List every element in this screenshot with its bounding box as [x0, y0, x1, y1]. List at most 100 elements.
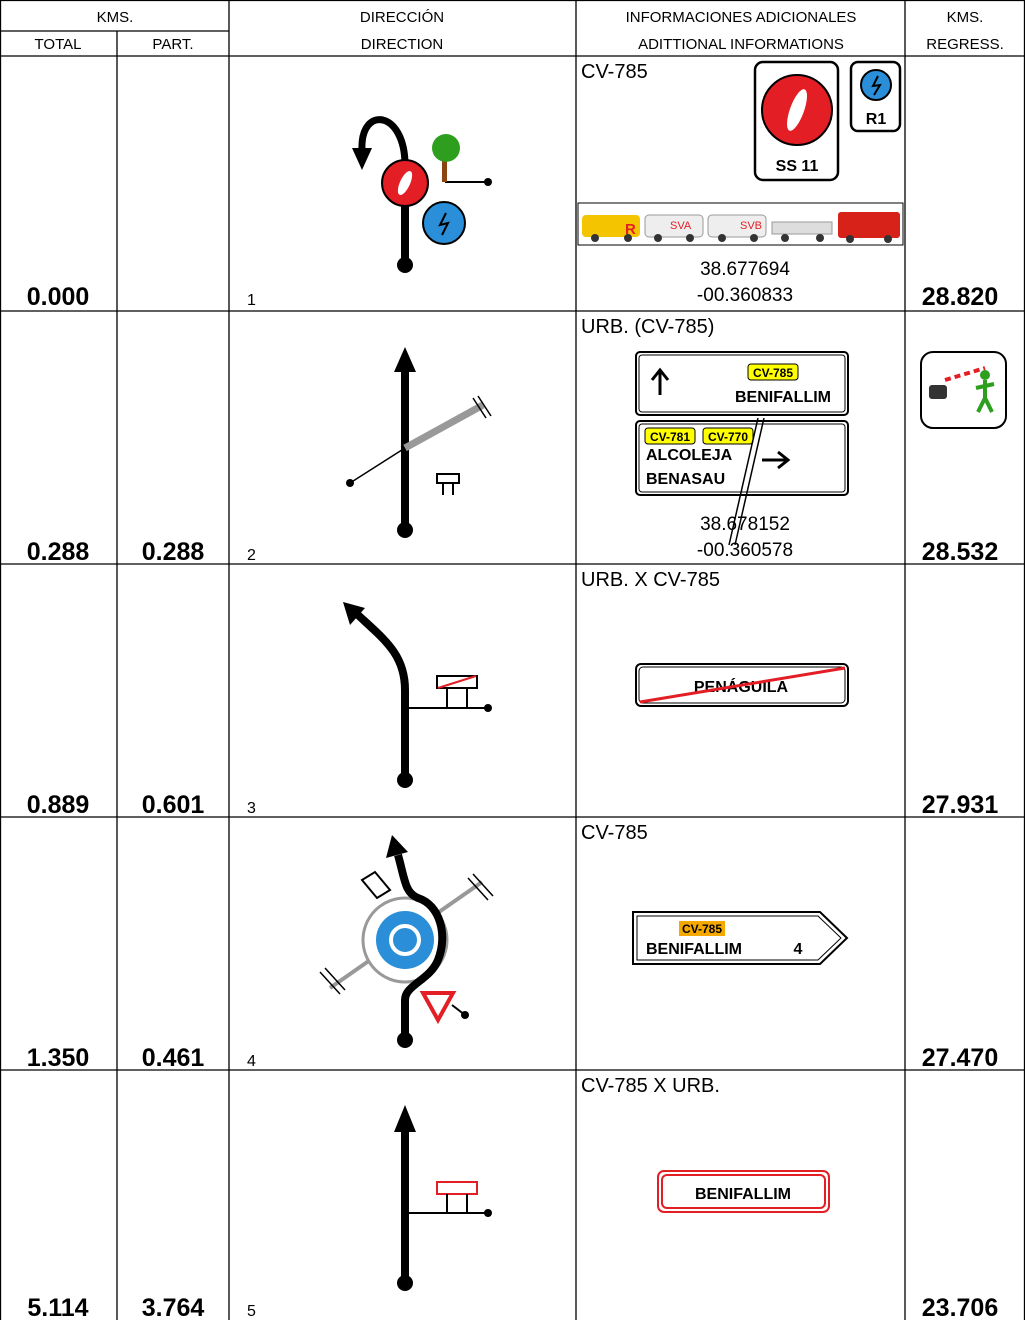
direction-diagram-part	[461, 1011, 469, 1019]
direction-diagram-part	[397, 257, 413, 273]
step-number: 1	[247, 292, 256, 309]
info-signs-part	[657, 1170, 830, 1213]
header-cell: INFORMACIONES ADICIONALES	[626, 9, 857, 26]
direction-diagram-part	[358, 116, 409, 166]
latitude: 38.678152	[700, 514, 790, 535]
regress-icon-part	[975, 380, 995, 413]
direction-diagram	[343, 602, 492, 788]
info-signs-part-part	[781, 234, 789, 242]
road-name: URB. X CV-785	[581, 569, 720, 591]
vehicle-label: R	[625, 221, 636, 238]
vehicle-label: SVA	[670, 220, 692, 232]
regress-icon	[920, 351, 1007, 429]
table-rows: 0.000 1 CV-785 38.677694 -00.360833 28.820 0.2…	[27, 61, 999, 1320]
direction-diagram-part	[352, 148, 372, 170]
regress-km: 27.931	[922, 791, 999, 819]
direction-diagram-part	[419, 991, 457, 1025]
road-label: CV-781	[650, 430, 690, 444]
total-km: 0.889	[27, 791, 90, 819]
header-cell: KMS.	[97, 9, 134, 26]
sign-text: BENIFALLIM	[646, 941, 742, 958]
total-km: 5.114	[27, 1294, 88, 1320]
sign-text: BENASAU	[646, 471, 725, 488]
direction-diagram-part	[349, 447, 406, 484]
header-cell: REGRESS.	[926, 36, 1004, 53]
info-signs-part	[728, 417, 759, 546]
direction-diagram-part	[394, 853, 447, 1040]
vehicle-label: SVB	[740, 220, 762, 232]
direction-diagram-part	[355, 612, 409, 780]
direction-diagram	[346, 347, 492, 538]
direction-diagram-part	[319, 971, 341, 995]
info-signs-part-part	[718, 234, 726, 242]
road-name: CV-785	[581, 822, 648, 844]
direction-diagram-part	[467, 877, 489, 901]
direction-diagram-part	[484, 1209, 492, 1217]
info-signs-part	[707, 214, 767, 238]
direction-diagram-part	[346, 479, 354, 487]
info-signs-part	[650, 367, 670, 395]
info-signs-part	[871, 75, 882, 96]
partial-km: 0.461	[142, 1044, 205, 1072]
direction-diagram-part	[389, 924, 421, 956]
direction-diagram-part	[397, 1032, 413, 1048]
info-signs-part	[639, 666, 846, 704]
sign-text: 4	[794, 941, 803, 958]
info-signs-part	[838, 212, 900, 238]
info-signs-part-part	[816, 234, 824, 242]
info-signs-part	[679, 921, 725, 936]
partial-km: 0.288	[142, 538, 205, 566]
direction-diagram-part	[343, 602, 365, 625]
direction-diagram	[394, 1105, 492, 1291]
regress-icon-part	[980, 370, 990, 380]
road-name: CV-785 X URB.	[581, 1075, 720, 1097]
info-signs-part	[747, 363, 799, 381]
table-header: KMS. DIRECCIÓN INFORMACIONES ADICIONALES…	[35, 9, 1004, 53]
road-name: CV-785	[581, 61, 648, 83]
direction-diagram-part	[484, 704, 492, 712]
road-label: CV-785	[682, 922, 722, 936]
regress-icon-part	[929, 385, 947, 399]
info-signs-part	[661, 1174, 826, 1209]
info-signs-part	[582, 215, 640, 237]
step-number: 4	[247, 1053, 256, 1070]
info-signs-part	[638, 354, 846, 413]
direction-diagram-part	[477, 395, 492, 417]
latitude: 38.677694	[700, 259, 790, 280]
regress-km: 23.706	[922, 1294, 998, 1320]
direction-diagram-part	[324, 967, 346, 991]
info-signs-part	[638, 666, 846, 704]
regress-km: 28.820	[922, 283, 998, 311]
total-km: 1.350	[27, 1044, 90, 1072]
direction-diagram-part	[394, 1105, 416, 1132]
regress-icon-part	[944, 366, 986, 382]
info-signs: CV-785 BENIFALLIM CV-781 CV-770 ALCOLEJA…	[635, 351, 849, 546]
regress-km: 28.532	[922, 538, 998, 566]
header-cell: TOTAL	[35, 36, 82, 53]
direction-diagram-part	[442, 155, 447, 182]
direction-diagram-part	[403, 401, 485, 452]
step-number: 5	[247, 1303, 256, 1320]
direction-diagram-part	[472, 873, 494, 897]
info-signs: BENIFALLIM	[657, 1170, 830, 1213]
direction-diagram-part	[360, 870, 392, 900]
info-signs: SS 11 R1 R SVA SVB	[577, 60, 904, 246]
info-signs-part	[636, 915, 842, 961]
info-signs-part	[762, 450, 791, 470]
info-signs-part-part	[654, 234, 662, 242]
step-number: 3	[247, 800, 256, 817]
header-cell: KMS.	[947, 9, 984, 26]
info-signs-part-part	[686, 234, 694, 242]
direction-diagram-part	[436, 1181, 478, 1195]
direction-diagram-part	[397, 171, 413, 195]
info-signs-part-part	[624, 234, 632, 242]
info-signs-part	[787, 89, 807, 131]
direction-diagram-part	[472, 397, 487, 419]
info-signs-part	[591, 234, 892, 243]
sign-text: R1	[866, 111, 887, 128]
longitude: -00.360833	[697, 285, 793, 306]
info-signs-part	[644, 427, 696, 445]
step-number: 2	[247, 547, 256, 564]
sign-text: SS 11	[776, 158, 819, 175]
